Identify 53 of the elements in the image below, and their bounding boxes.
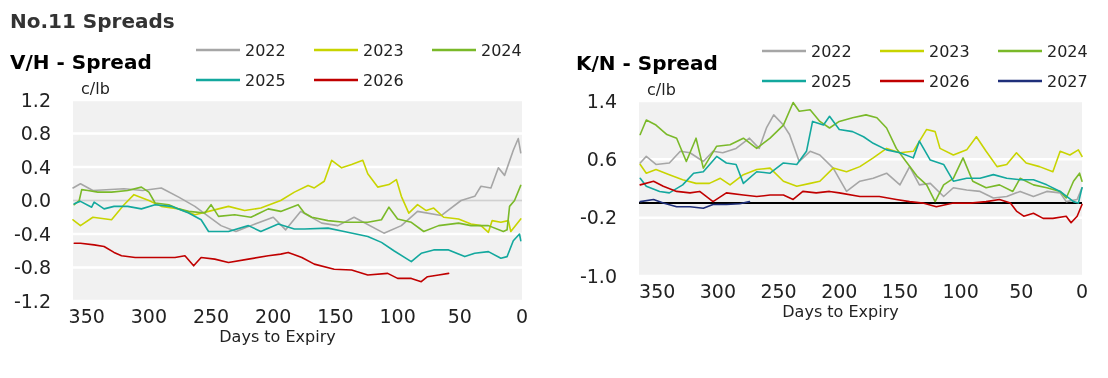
x-tick-label: 150 (317, 305, 354, 327)
x-tick-label: 300 (699, 280, 737, 302)
y-tick-label: -0.4 (13, 222, 51, 245)
line-series (639, 198, 751, 209)
y-tick-label: -0.2 (579, 206, 617, 229)
y-tick-label: 1.4 (586, 89, 617, 112)
line-series (639, 128, 1083, 188)
legend-label: 2026 (929, 71, 970, 91)
x-tick-label: 350 (68, 305, 105, 327)
legend-label: 2027 (1047, 71, 1088, 91)
line-series (72, 137, 522, 234)
chart-title: V/H - Spread (10, 50, 152, 74)
x-tick-label: 350 (639, 280, 676, 302)
x-tick-label: 200 (821, 280, 858, 302)
x-tick-label: 250 (760, 280, 797, 302)
line-series (73, 242, 450, 283)
x-axis-title: Days to Expiry (782, 302, 899, 321)
x-tick-label: 0 (515, 305, 529, 327)
y-tick-label: 0.4 (20, 155, 51, 178)
x-axis-title: Days to Expiry (219, 327, 336, 346)
legend-label: 2022 (811, 41, 852, 61)
legend-label: 2024 (481, 40, 522, 60)
line-series (72, 159, 522, 234)
chart-title: K/N - Spread (576, 51, 718, 75)
line-series (639, 180, 1083, 224)
y-axis-title: c/lb (647, 80, 676, 99)
y-tick-label: -1.0 (579, 264, 617, 287)
x-tick-label: 50 (447, 305, 472, 327)
legend-label: 2022 (245, 40, 286, 60)
y-tick-label: 0.0 (20, 189, 51, 212)
legend-label: 2024 (1047, 41, 1088, 61)
x-tick-label: 150 (881, 280, 919, 302)
legend-label: 2026 (363, 70, 404, 90)
legend-label: 2023 (363, 40, 404, 60)
text: No.11 Spreads (10, 9, 175, 33)
y-tick-label: 0.6 (586, 147, 617, 170)
line-series (73, 184, 522, 233)
x-tick-label: 100 (942, 280, 979, 302)
x-tick-label: 250 (192, 305, 230, 327)
x-tick-label: 300 (130, 305, 167, 327)
x-tick-label: 50 (1009, 280, 1034, 302)
line-series (73, 200, 522, 263)
x-tick-label: 100 (379, 305, 416, 327)
legend-label: 2023 (929, 41, 970, 61)
y-axis-title: c/lb (81, 79, 110, 98)
y-tick-label: -0.8 (13, 256, 51, 279)
legend-label: 2025 (245, 70, 286, 90)
legend-label: 2025 (811, 71, 852, 91)
y-tick-label: 0.8 (20, 122, 51, 145)
x-tick-label: 200 (255, 305, 292, 327)
y-tick-label: -1.2 (13, 289, 51, 312)
y-tick-label: 1.2 (20, 88, 51, 111)
x-tick-label: 0 (1075, 280, 1089, 302)
